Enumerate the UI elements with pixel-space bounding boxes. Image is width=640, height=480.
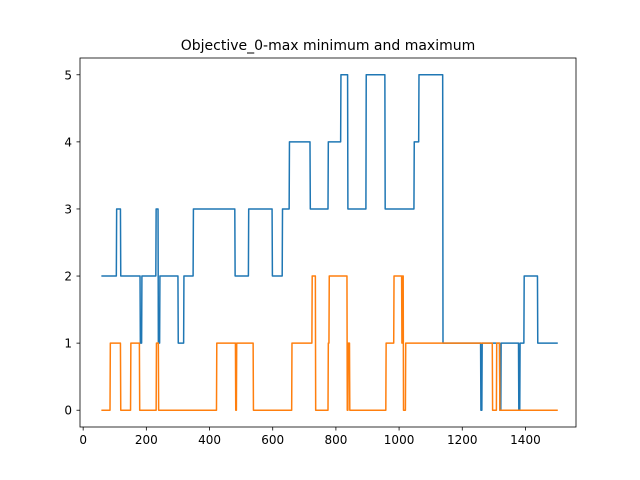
x-tick-label: 800 — [324, 433, 347, 447]
series-line-1 — [101, 275, 558, 411]
y-tick-label: 0 — [64, 404, 72, 418]
y-tick-label: 4 — [64, 135, 72, 149]
x-tick-label: 1200 — [447, 433, 478, 447]
y-tick-label: 5 — [64, 68, 72, 82]
y-tick-label: 2 — [64, 270, 72, 284]
x-tick-label: 1000 — [384, 433, 415, 447]
x-tick-label: 1400 — [510, 433, 541, 447]
chart-title: Objective_0-max minimum and maximum — [181, 38, 476, 54]
x-tick-label: 400 — [198, 433, 221, 447]
plot-area: 0 200 400 600 800 1000 1200 1400 0 1 2 3 4 5 — [64, 57, 577, 447]
x-tick-label: 200 — [135, 433, 158, 447]
y-tick-label: 3 — [64, 202, 72, 216]
x-tick-label: 0 — [79, 433, 87, 447]
y-tick-label: 1 — [64, 337, 72, 351]
x-tick-label: 600 — [261, 433, 284, 447]
axes-frame — [79, 57, 577, 428]
